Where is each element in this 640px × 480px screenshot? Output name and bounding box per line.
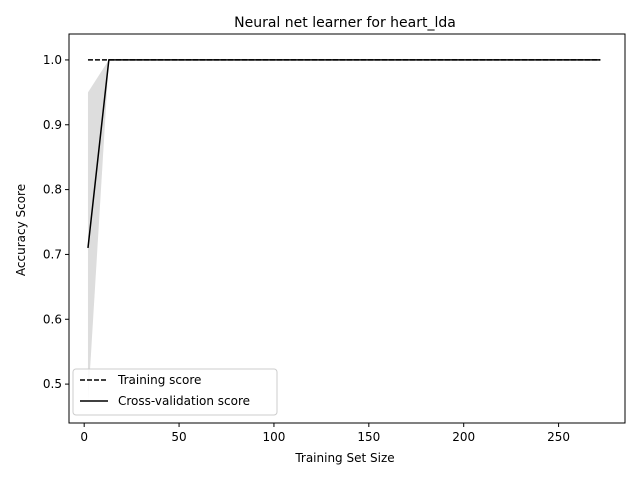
y-tick-label: 1.0 — [43, 53, 62, 67]
plot-frame — [68, 33, 626, 424]
legend-training-label: Training score — [117, 373, 201, 387]
x-tick-label: 150 — [357, 430, 380, 444]
y-tick-label: 0.6 — [43, 312, 62, 326]
chart-title: Neural net learner for heart_lda — [234, 15, 456, 31]
x-tick-label: 0 — [80, 430, 88, 444]
y-axis-ticks: 0.5 0.6 0.7 0.8 0.9 1.0 — [43, 53, 69, 391]
y-axis-label: Accuracy Score — [14, 184, 28, 276]
y-tick-label: 0.8 — [43, 183, 62, 197]
y-tick-label: 0.7 — [43, 247, 62, 261]
x-tick-label: 50 — [171, 430, 186, 444]
x-axis-ticks: 0 50 100 150 200 250 — [80, 423, 570, 444]
y-tick-label: 0.9 — [43, 118, 62, 132]
legend: Training score Cross-validation score — [72, 368, 278, 416]
x-tick-label: 200 — [452, 430, 475, 444]
plot-area — [87, 59, 601, 404]
y-tick-label: 0.5 — [43, 377, 62, 391]
series-line-cross-validation — [87, 59, 601, 249]
legend-cv-label: Cross-validation score — [118, 394, 250, 408]
x-axis-label: Training Set Size — [294, 451, 394, 465]
x-tick-label: 250 — [547, 430, 570, 444]
legend-box — [72, 368, 278, 416]
x-tick-label: 100 — [262, 430, 285, 444]
